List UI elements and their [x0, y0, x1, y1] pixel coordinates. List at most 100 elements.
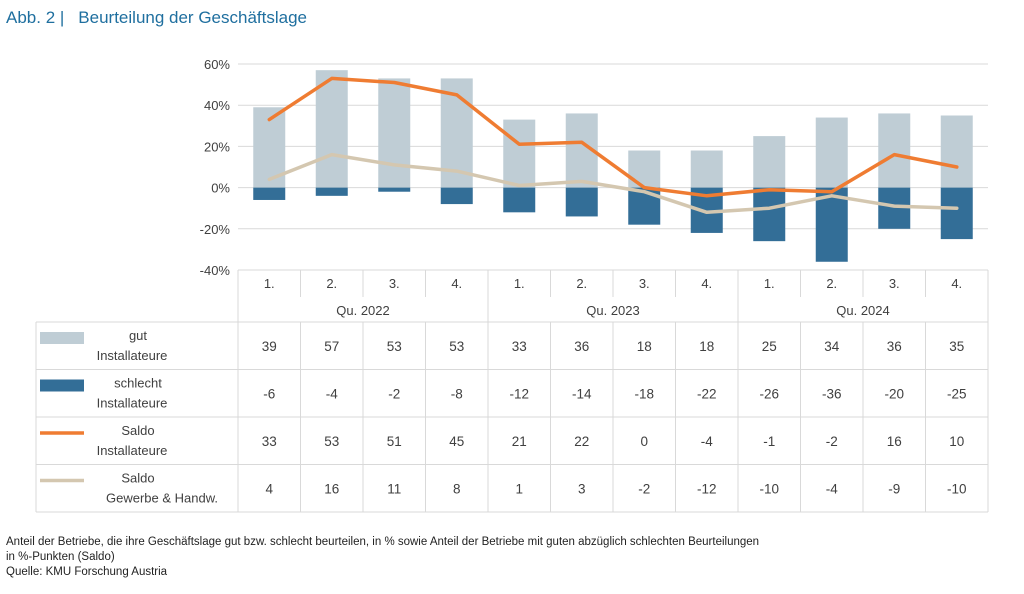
data-label: 21	[512, 434, 527, 449]
y-tick-label: -20%	[200, 222, 231, 237]
data-label: 36	[574, 339, 589, 354]
source-line: Quelle: KMU Forschung Austria	[6, 566, 168, 578]
data-label: -12	[697, 482, 717, 497]
data-label: -2	[826, 434, 838, 449]
row-label-line-1: gut	[129, 328, 147, 343]
data-label: -2	[388, 387, 400, 402]
data-label: -20	[884, 387, 904, 402]
row-label-line-2: Gewerbe & Handw.	[106, 491, 218, 506]
row-label-line-1: Saldo	[121, 471, 154, 486]
figure-notes: Anteil der Betriebe, die ihre Geschäftsl…	[6, 535, 1018, 580]
x-tick-label: 1.	[264, 276, 275, 291]
y-tick-label: 60%	[204, 57, 230, 72]
x-tick-label: 2.	[826, 276, 837, 291]
x-tick-label: 3.	[639, 276, 650, 291]
data-label: 4	[265, 482, 273, 497]
x-tick-label: 1.	[514, 276, 525, 291]
data-label: 8	[453, 482, 461, 497]
data-label: 16	[324, 482, 339, 497]
data-label: -6	[263, 387, 275, 402]
data-label: 3	[578, 482, 586, 497]
x-tick-label: 4.	[701, 276, 712, 291]
x-tick-label: 3.	[389, 276, 400, 291]
x-tick-label: 4.	[951, 276, 962, 291]
data-label: 53	[387, 339, 402, 354]
bar-gut	[503, 119, 536, 188]
x-tick-label: 2.	[326, 276, 337, 291]
bar-gut	[878, 113, 911, 188]
line-saldo-gewerbe	[267, 152, 959, 215]
bar-schlecht	[940, 187, 973, 240]
data-label: 57	[324, 339, 339, 354]
data-label: -22	[697, 387, 717, 402]
bar-schlecht	[315, 187, 348, 196]
bar-schlecht	[503, 187, 536, 213]
row-label-line-2: Installateure	[97, 348, 168, 363]
data-label: -4	[326, 387, 338, 402]
y-tick-label: 40%	[204, 98, 230, 113]
y-tick-label: 0%	[211, 181, 230, 196]
note-line-1: Anteil der Betriebe, die ihre Geschäftsl…	[6, 536, 760, 548]
bar-gut	[940, 115, 973, 188]
data-label: 33	[512, 339, 527, 354]
bar-schlecht	[565, 187, 598, 217]
row-label-line-2: Installateure	[97, 443, 168, 458]
data-label: -9	[888, 482, 900, 497]
data-label: -36	[822, 387, 842, 402]
x-tick-label: 1.	[764, 276, 775, 291]
data-label: -10	[947, 482, 967, 497]
data-label: 36	[887, 339, 902, 354]
row-label-line-2: Installateure	[97, 396, 168, 411]
data-label: 35	[949, 339, 964, 354]
x-tick-label: 2.	[576, 276, 587, 291]
bar-gut	[815, 117, 848, 188]
bar-schlecht	[253, 187, 286, 200]
data-label: 18	[699, 339, 714, 354]
data-label: 11	[387, 482, 401, 497]
y-tick-label: -40%	[200, 263, 231, 278]
x-tick-label: 4.	[451, 276, 462, 291]
bar-gut	[628, 150, 661, 188]
data-label: 33	[262, 434, 277, 449]
data-label: -4	[701, 434, 713, 449]
data-label: -14	[572, 387, 592, 402]
data-label: -2	[638, 482, 650, 497]
figure-number: Abb. 2 |	[6, 8, 65, 27]
row-label-line-1: Saldo	[121, 423, 154, 438]
row-label-line-1: schlecht	[114, 376, 162, 391]
note-line-2: in %-Punkten (Saldo)	[6, 551, 115, 563]
figure-title: Abb. 2 | Beurteilung der Geschäftslage	[6, 8, 307, 28]
data-label: 22	[574, 434, 589, 449]
x-tick-label: 3.	[889, 276, 900, 291]
x-group-label: Qu. 2023	[586, 303, 640, 318]
data-label: 0	[640, 434, 648, 449]
chart: 60% 40% 20% 0% -20% -40% 1. 2. 3. 4. 1. 2. 3. 4. 1. 2. 3…	[35, 57, 989, 513]
figure-title-text: Beurteilung der Geschäftslage	[78, 8, 307, 27]
bar-gut	[315, 70, 348, 188]
data-label: 39	[262, 339, 277, 354]
legend-key-bar	[40, 332, 84, 344]
bar-schlecht	[753, 187, 786, 242]
line-saldo-installateure	[267, 76, 959, 198]
data-label: -12	[509, 387, 529, 402]
bar-schlecht	[815, 187, 848, 262]
data-label: -1	[763, 434, 775, 449]
data-label: 10	[949, 434, 964, 449]
bar-gut	[690, 150, 723, 188]
data-label: -4	[826, 482, 838, 497]
bar-gut	[753, 136, 786, 188]
data-label: -25	[947, 387, 967, 402]
bar-schlecht	[440, 187, 473, 205]
legend-key-bar	[40, 379, 84, 392]
data-label: -26	[759, 387, 779, 402]
data-label: -8	[451, 387, 463, 402]
data-label: 25	[762, 339, 777, 354]
x-group-label: Qu. 2024	[836, 303, 890, 318]
data-label: 34	[824, 339, 840, 354]
bar-gut	[378, 78, 411, 188]
data-label: -18	[634, 387, 654, 402]
y-tick-label: 20%	[204, 139, 230, 154]
bar-schlecht	[378, 187, 411, 192]
data-label: 53	[324, 434, 339, 449]
x-group-label: Qu. 2022	[336, 303, 390, 318]
